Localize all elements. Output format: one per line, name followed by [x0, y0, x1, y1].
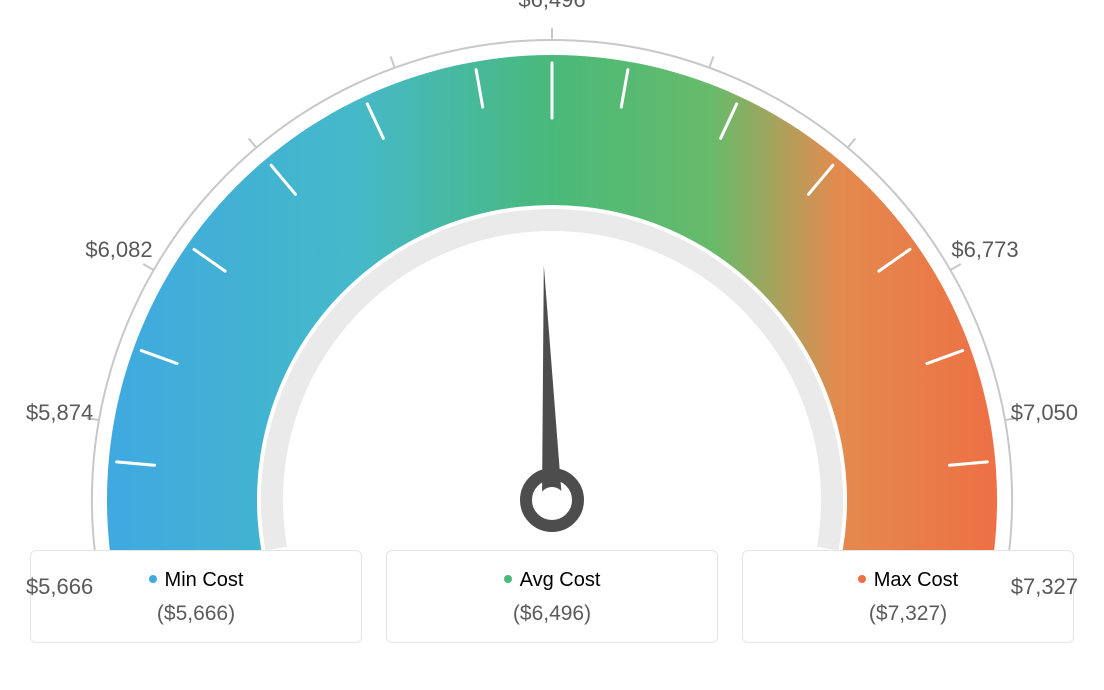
gauge-area: $5,666$5,874$6,082$6,496$6,773$7,050$7,3…: [0, 0, 1104, 550]
gauge-tick-label: $6,773: [951, 237, 1018, 263]
cost-gauge-container: $5,666 $5,874 $6,082 $6,496 $6,773 $7,050 $7,3…: [0, 0, 1104, 690]
legend-label-min: Min Cost: [165, 569, 244, 591]
gauge-tick-label: $6,496: [518, 0, 585, 13]
legend-title-avg: Avg Cost: [397, 569, 707, 592]
legend-label-max: Max Cost: [874, 569, 958, 591]
legend-value-min: ($5,666): [41, 602, 351, 626]
legend-dot-max: [858, 575, 866, 583]
gauge-tick-label: $7,050: [1011, 400, 1078, 426]
legend-dot-min: [149, 575, 157, 583]
legend-label-avg: Avg Cost: [520, 569, 601, 591]
gauge-tick-label: $7,327: [1011, 574, 1078, 600]
gauge-tick-label: $6,082: [85, 237, 152, 263]
legend-value-avg: ($6,496): [397, 602, 707, 626]
legend-row: Min Cost ($5,666) Avg Cost ($6,496) Max …: [0, 550, 1104, 663]
gauge-chart: [0, 0, 1104, 550]
legend-dot-avg: [504, 575, 512, 583]
legend-card-avg: Avg Cost ($6,496): [386, 550, 718, 643]
gauge-tick-label: $5,874: [26, 400, 93, 426]
legend-value-max: ($7,327): [753, 602, 1063, 626]
gauge-tick-label: $5,666: [26, 574, 93, 600]
